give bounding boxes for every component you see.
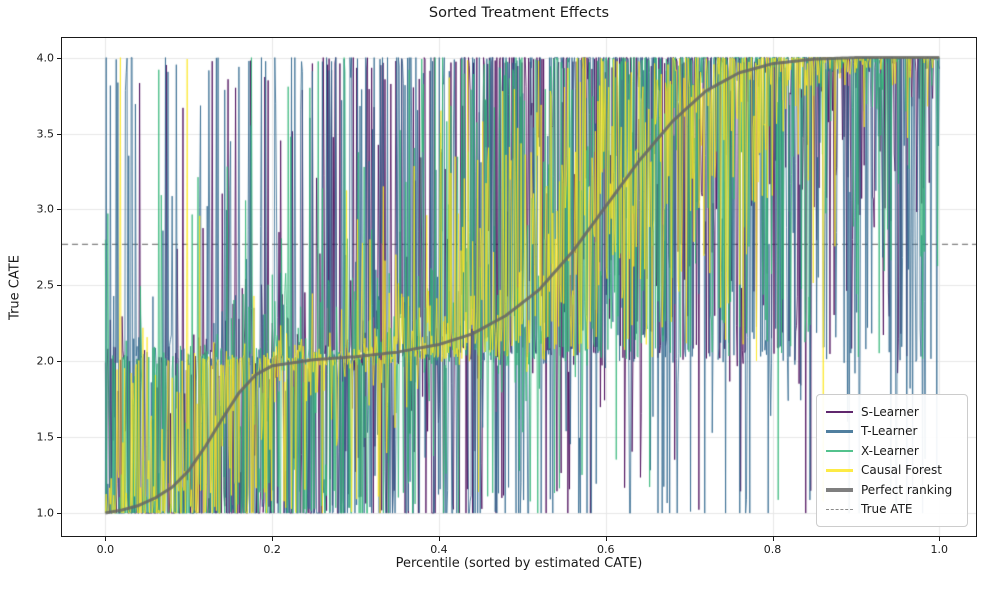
legend-swatch-s-learner bbox=[826, 410, 853, 413]
chart-title: Sorted Treatment Effects bbox=[428, 5, 610, 21]
x-tick-label: 0.8 bbox=[763, 543, 782, 556]
y-tick bbox=[57, 513, 61, 515]
x-tick bbox=[438, 537, 440, 541]
legend-swatch-causal-forest bbox=[826, 469, 853, 472]
y-tick-label: 1.0 bbox=[36, 506, 55, 520]
legend-item-causal-forest: Causal Forest bbox=[826, 461, 957, 481]
y-tick-label: 3.5 bbox=[36, 127, 55, 140]
x-tick bbox=[939, 537, 941, 541]
y-tick-label: 4.0 bbox=[36, 51, 55, 65]
legend-label: X-Learner bbox=[861, 443, 919, 458]
legend-label: True ATE bbox=[861, 502, 913, 517]
legend-label: T-Learner bbox=[861, 424, 918, 439]
legend-label: S-Learner bbox=[861, 404, 919, 419]
y-tick bbox=[57, 133, 61, 135]
y-tick bbox=[57, 361, 61, 363]
y-tick-label: 2.5 bbox=[36, 278, 55, 292]
legend: S-Learner T-Learner X-Learner Causal For… bbox=[816, 394, 968, 527]
x-tick-label: 0.0 bbox=[96, 543, 115, 556]
legend-item-x-learner: X-Learner bbox=[826, 441, 957, 461]
x-tick-label: 1.0 bbox=[930, 543, 949, 556]
x-tick-label: 0.2 bbox=[263, 543, 281, 556]
x-tick bbox=[605, 537, 607, 541]
y-tick bbox=[57, 57, 61, 59]
legend-item-perfect-ranking: Perfect ranking bbox=[826, 480, 957, 500]
y-tick bbox=[57, 209, 61, 211]
y-tick bbox=[57, 285, 61, 287]
legend-item-true-ate: True ATE bbox=[826, 500, 957, 520]
y-tick bbox=[57, 437, 61, 439]
y-tick-label: 1.5 bbox=[36, 430, 55, 444]
legend-item-t-learner: T-Learner bbox=[826, 422, 957, 442]
legend-label: Causal Forest bbox=[861, 463, 942, 478]
legend-label: Perfect ranking bbox=[861, 482, 953, 497]
x-tick bbox=[772, 537, 774, 541]
legend-item-s-learner: S-Learner bbox=[826, 402, 957, 422]
x-tick bbox=[105, 537, 107, 541]
x-tick-label: 0.6 bbox=[596, 543, 615, 556]
x-tick bbox=[272, 537, 274, 541]
x-axis-label: Percentile (sorted by estimated CATE) bbox=[395, 556, 643, 571]
plot-area: S-Learner T-Learner X-Learner Causal For… bbox=[61, 37, 977, 537]
legend-swatch-perfect-ranking bbox=[826, 488, 853, 492]
legend-swatch-t-learner bbox=[826, 430, 853, 433]
legend-swatch-x-learner bbox=[826, 449, 853, 452]
y-tick-label: 3.0 bbox=[36, 202, 55, 216]
legend-swatch-true-ate bbox=[826, 508, 853, 510]
x-tick-label: 0.4 bbox=[430, 543, 448, 556]
y-tick-label: 2.0 bbox=[36, 354, 55, 368]
